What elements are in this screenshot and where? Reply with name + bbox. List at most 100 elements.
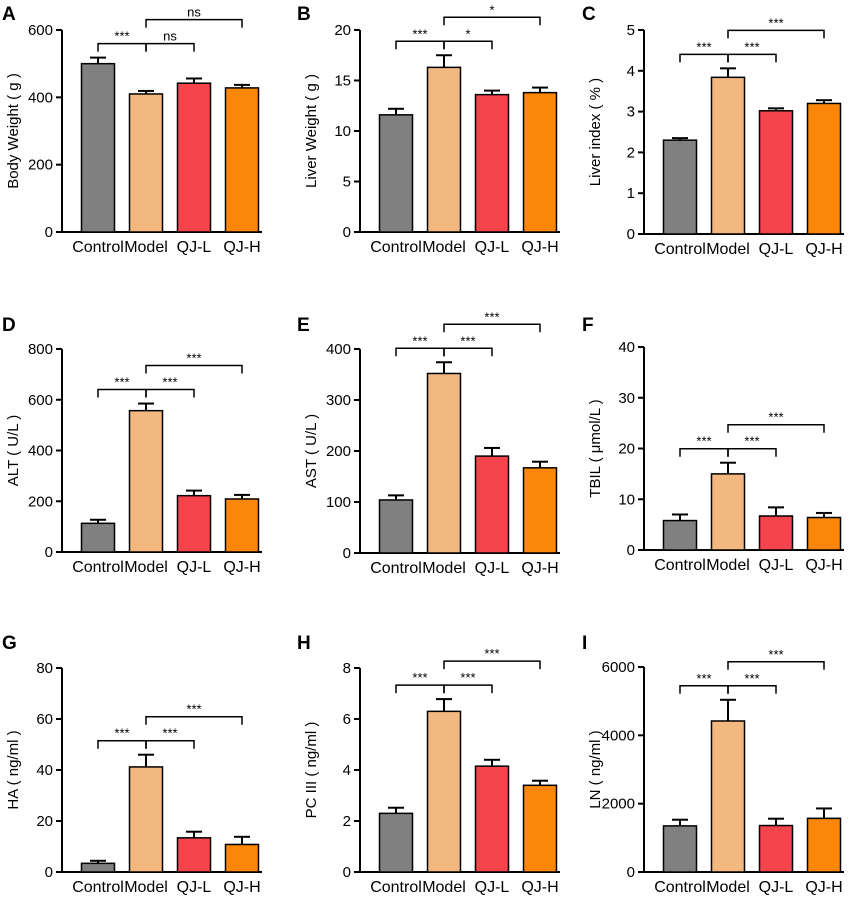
bar-qj-h — [224, 87, 260, 233]
y-axis-title: HA ( ng/ml ) — [5, 730, 22, 809]
x-category-label: QJ-H — [223, 239, 260, 256]
y-tick-label: 4 — [343, 762, 351, 779]
bar-qj-l — [758, 515, 794, 551]
significance-label: *** — [744, 671, 759, 686]
x-category-label: QJ-H — [223, 879, 260, 896]
bar-qj-l — [474, 93, 510, 233]
significance-bracket — [395, 347, 445, 357]
x-category-label: QJ-L — [177, 239, 212, 256]
significance-bracket — [727, 661, 825, 670]
significance-bracket — [443, 347, 493, 357]
bar-control — [662, 139, 698, 235]
significance-bracket — [727, 447, 777, 457]
x-category-label: QJ-H — [521, 879, 558, 896]
y-tick-label: 80 — [36, 660, 53, 677]
y-tick-label: 0 — [627, 864, 635, 881]
y-tick-label: 200 — [326, 443, 351, 460]
significance-label: *** — [460, 670, 475, 685]
y-axis-title: LN ( ng/ml ) — [587, 730, 604, 808]
y-tick-label: 0 — [45, 544, 53, 561]
y-tick-label: 15 — [334, 73, 351, 90]
significance-bracket — [443, 684, 493, 694]
x-category-label: QJ-L — [759, 879, 794, 896]
y-tick-label: 2000 — [602, 796, 635, 813]
y-axis-title: Liver Weight ( g ) — [303, 74, 320, 188]
significance-label: *** — [696, 434, 711, 449]
y-axis-title: PC III ( ng/ml ) — [303, 722, 320, 819]
y-axis-title: ALT ( U/L ) — [5, 415, 22, 486]
significance-bracket — [145, 18, 243, 28]
x-category-label: Model — [422, 560, 466, 577]
x-category-label: Model — [706, 557, 750, 574]
x-category-label: QJ-L — [759, 241, 794, 258]
x-category-label: QJ-H — [521, 239, 558, 256]
significance-bracket — [727, 423, 825, 433]
bar-qj-h — [806, 102, 842, 235]
y-tick-label: 0 — [343, 224, 351, 241]
bar-qj-h — [522, 467, 558, 554]
significance-bracket — [145, 388, 195, 398]
y-tick-label: 0 — [627, 542, 635, 559]
x-category-label: Model — [124, 239, 168, 256]
y-tick-label: 30 — [618, 390, 635, 407]
bar-model — [710, 76, 746, 235]
x-category-label: QJ-H — [223, 559, 260, 576]
significance-label: * — [489, 2, 494, 17]
significance-bracket — [679, 53, 729, 63]
y-tick-label: 6 — [343, 711, 351, 728]
significance-label: *** — [186, 351, 201, 366]
panel-f: F TBIL ( μmol/L ) 0 10 20 30 40 Control Model QJ-… — [582, 315, 844, 574]
panel-i: I LN ( ng/ml ) 0 2000 4000 6000 Control Model QJ… — [582, 633, 844, 896]
significance-bracket — [727, 685, 777, 694]
significance-bracket — [727, 29, 825, 39]
significance-label: *** — [412, 333, 427, 348]
bar-qj-h — [806, 516, 842, 551]
bar-model — [426, 372, 462, 554]
significance-bracket — [679, 685, 729, 694]
bar-control — [378, 114, 414, 233]
significance-bracket — [679, 447, 729, 457]
panel-letter: H — [297, 633, 311, 654]
x-category-label: Control — [654, 241, 706, 258]
y-tick-label: 6000 — [602, 659, 635, 676]
significance-bracket — [727, 53, 777, 63]
bar-qj-l — [758, 824, 794, 873]
significance-label: *** — [484, 646, 499, 661]
significance-bracket — [97, 739, 147, 749]
panel-letter: D — [2, 315, 16, 336]
y-tick-label: 2 — [343, 813, 351, 830]
significance-bracket — [395, 40, 445, 50]
panel-letter: G — [2, 633, 17, 654]
x-category-label: QJ-H — [805, 241, 842, 258]
panel-d: D ALT ( U/L ) 0 200 400 600 800 Control Model QJ-… — [2, 315, 262, 576]
significance-label: *** — [744, 434, 759, 449]
bar-control — [80, 62, 116, 233]
significance-label: *** — [744, 39, 759, 54]
x-category-label: QJ-L — [475, 239, 510, 256]
panel-a: A Body Weight ( g ) 0 200 400 600 Control Model… — [2, 4, 262, 256]
y-tick-label: 400 — [28, 89, 53, 106]
significance-label: *** — [412, 670, 427, 685]
x-category-label: QJ-L — [177, 559, 212, 576]
y-axis-title: TBIL ( μmol/L ) — [587, 399, 604, 497]
x-category-label: QJ-H — [805, 879, 842, 896]
x-category-label: Model — [422, 239, 466, 256]
panel-g: G HA ( ng/ml ) 0 20 40 60 80 Control Model QJ-L QJ… — [2, 633, 262, 896]
significance-bracket — [145, 739, 195, 749]
y-tick-label: 10 — [618, 491, 635, 508]
bar-model — [426, 710, 462, 873]
x-category-label: QJ-H — [805, 557, 842, 574]
bar-control — [80, 522, 116, 553]
panel-letter: E — [297, 315, 310, 336]
bar-qj-l — [474, 765, 510, 873]
y-tick-label: 8 — [343, 660, 351, 677]
significance-label: *** — [162, 726, 177, 741]
y-tick-label: 10 — [334, 123, 351, 140]
x-category-label: Control — [72, 559, 124, 576]
x-category-label: Model — [706, 241, 750, 258]
bar-qj-h — [224, 498, 260, 553]
panel-b: B Liver Weight ( g ) 0 5 10 15 20 Control Model Q… — [297, 2, 560, 256]
y-tick-label: 200 — [28, 493, 53, 510]
y-axis-title: Body Weight ( g ) — [5, 73, 22, 189]
